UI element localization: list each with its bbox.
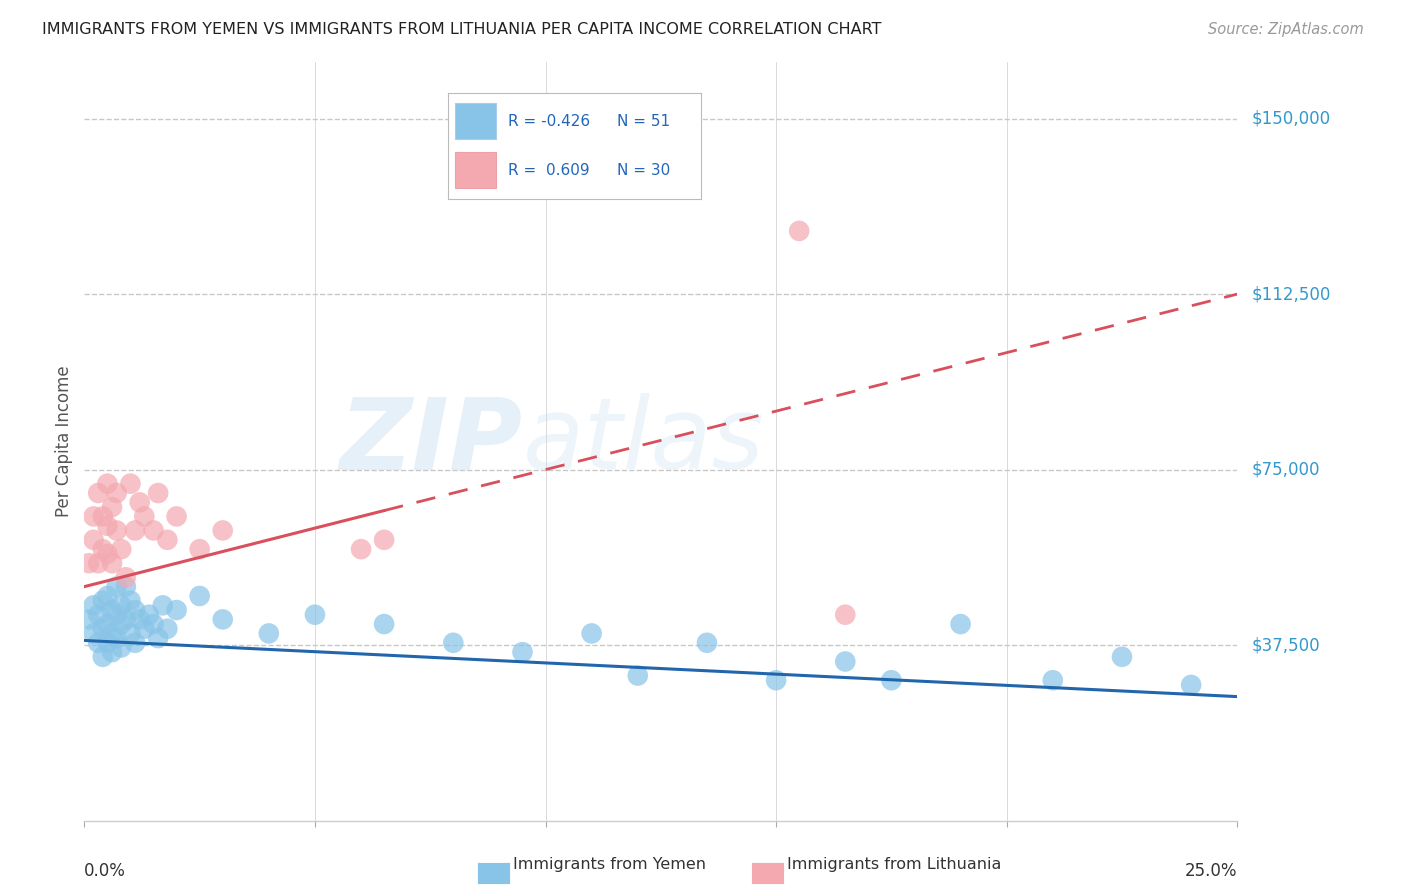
Point [128, 495, 150, 509]
Point [87, 636, 110, 650]
Point [83, 533, 105, 547]
Text: $112,500: $112,500 [1251, 285, 1330, 303]
Point [91, 593, 114, 607]
Point [1180, 678, 1202, 692]
Point [211, 524, 233, 538]
Point [87, 556, 110, 570]
Text: 25.0%: 25.0% [1185, 863, 1237, 880]
Point [83, 509, 105, 524]
Point [120, 593, 142, 607]
Point [96, 476, 118, 491]
Point [304, 607, 326, 622]
Point [156, 533, 179, 547]
Point [146, 631, 169, 645]
Point [115, 612, 138, 626]
Point [96, 617, 118, 632]
Point [124, 524, 146, 538]
Point [211, 612, 233, 626]
Point [134, 509, 156, 524]
Point [115, 570, 138, 584]
Text: $75,000: $75,000 [1251, 460, 1320, 479]
Point [166, 509, 188, 524]
Point [110, 599, 132, 613]
Point [83, 599, 105, 613]
Point [373, 617, 395, 632]
Point [105, 607, 128, 622]
Point [101, 626, 124, 640]
Text: atlas: atlas [523, 393, 763, 490]
Point [156, 622, 179, 636]
Point [91, 649, 114, 664]
Point [105, 580, 128, 594]
Point [105, 524, 128, 538]
Point [696, 636, 718, 650]
Point [77, 612, 100, 626]
Point [1042, 673, 1064, 688]
Point [257, 626, 280, 640]
Point [101, 603, 124, 617]
Point [101, 500, 124, 514]
Text: Immigrants from Lithuania: Immigrants from Lithuania [787, 857, 1001, 872]
Point [152, 599, 174, 613]
Point [96, 518, 118, 533]
Point [124, 636, 146, 650]
Point [581, 626, 603, 640]
Point [124, 603, 146, 617]
Point [765, 673, 787, 688]
Point [146, 486, 169, 500]
Point [128, 612, 150, 626]
Point [115, 580, 138, 594]
Point [87, 607, 110, 622]
Point [949, 617, 972, 632]
Point [834, 655, 856, 669]
Point [134, 622, 156, 636]
Y-axis label: Per Capita Income: Per Capita Income [55, 366, 73, 517]
Point [91, 622, 114, 636]
Point [441, 636, 464, 650]
Text: $37,500: $37,500 [1251, 636, 1320, 654]
Point [1111, 649, 1133, 664]
Text: IMMIGRANTS FROM YEMEN VS IMMIGRANTS FROM LITHUANIA PER CAPITA INCOME CORRELATION: IMMIGRANTS FROM YEMEN VS IMMIGRANTS FROM… [42, 22, 882, 37]
Point [142, 524, 165, 538]
Point [512, 645, 534, 659]
Text: ZIP: ZIP [339, 393, 523, 490]
Point [120, 476, 142, 491]
Point [787, 224, 810, 238]
Point [350, 542, 373, 557]
Point [87, 486, 110, 500]
Point [105, 631, 128, 645]
Point [77, 556, 100, 570]
Text: $150,000: $150,000 [1251, 110, 1330, 128]
Point [110, 542, 132, 557]
Point [188, 542, 211, 557]
Point [627, 668, 650, 682]
Point [166, 603, 188, 617]
Point [101, 556, 124, 570]
Point [138, 607, 160, 622]
Point [142, 617, 165, 632]
Point [834, 607, 856, 622]
Point [880, 673, 903, 688]
Point [96, 589, 118, 603]
Text: Source: ZipAtlas.com: Source: ZipAtlas.com [1208, 22, 1364, 37]
Point [188, 589, 211, 603]
Point [110, 640, 132, 655]
Point [120, 626, 142, 640]
Point [373, 533, 395, 547]
Point [110, 617, 132, 632]
Point [101, 645, 124, 659]
Point [105, 486, 128, 500]
Point [83, 626, 105, 640]
Point [91, 542, 114, 557]
Text: Immigrants from Yemen: Immigrants from Yemen [513, 857, 706, 872]
Point [96, 636, 118, 650]
Text: 0.0%: 0.0% [84, 863, 127, 880]
Point [96, 547, 118, 561]
Point [91, 509, 114, 524]
